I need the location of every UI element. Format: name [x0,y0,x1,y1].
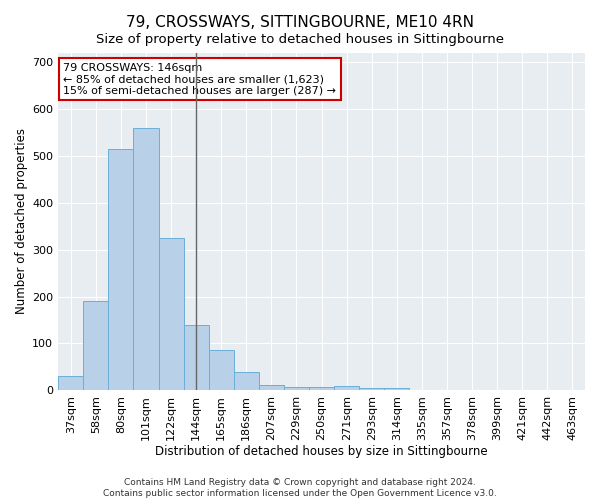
Bar [284,386,309,390]
Bar [334,386,359,390]
Bar [384,388,409,390]
Text: Size of property relative to detached houses in Sittingbourne: Size of property relative to detached ho… [96,32,504,46]
Text: 79, CROSSWAYS, SITTINGBOURNE, ME10 4RN: 79, CROSSWAYS, SITTINGBOURNE, ME10 4RN [126,15,474,30]
Bar [359,388,384,390]
Bar [109,148,133,390]
Text: 79 CROSSWAYS: 146sqm
← 85% of detached houses are smaller (1,623)
15% of semi-de: 79 CROSSWAYS: 146sqm ← 85% of detached h… [64,62,337,96]
Bar [184,324,209,390]
Y-axis label: Number of detached properties: Number of detached properties [15,128,28,314]
Bar [158,238,184,390]
Bar [209,350,234,391]
Bar [309,386,334,390]
Bar [83,301,109,390]
X-axis label: Distribution of detached houses by size in Sittingbourne: Distribution of detached houses by size … [155,444,488,458]
Text: Contains HM Land Registry data © Crown copyright and database right 2024.
Contai: Contains HM Land Registry data © Crown c… [103,478,497,498]
Bar [234,372,259,390]
Bar [58,376,83,390]
Bar [133,128,158,390]
Bar [259,384,284,390]
